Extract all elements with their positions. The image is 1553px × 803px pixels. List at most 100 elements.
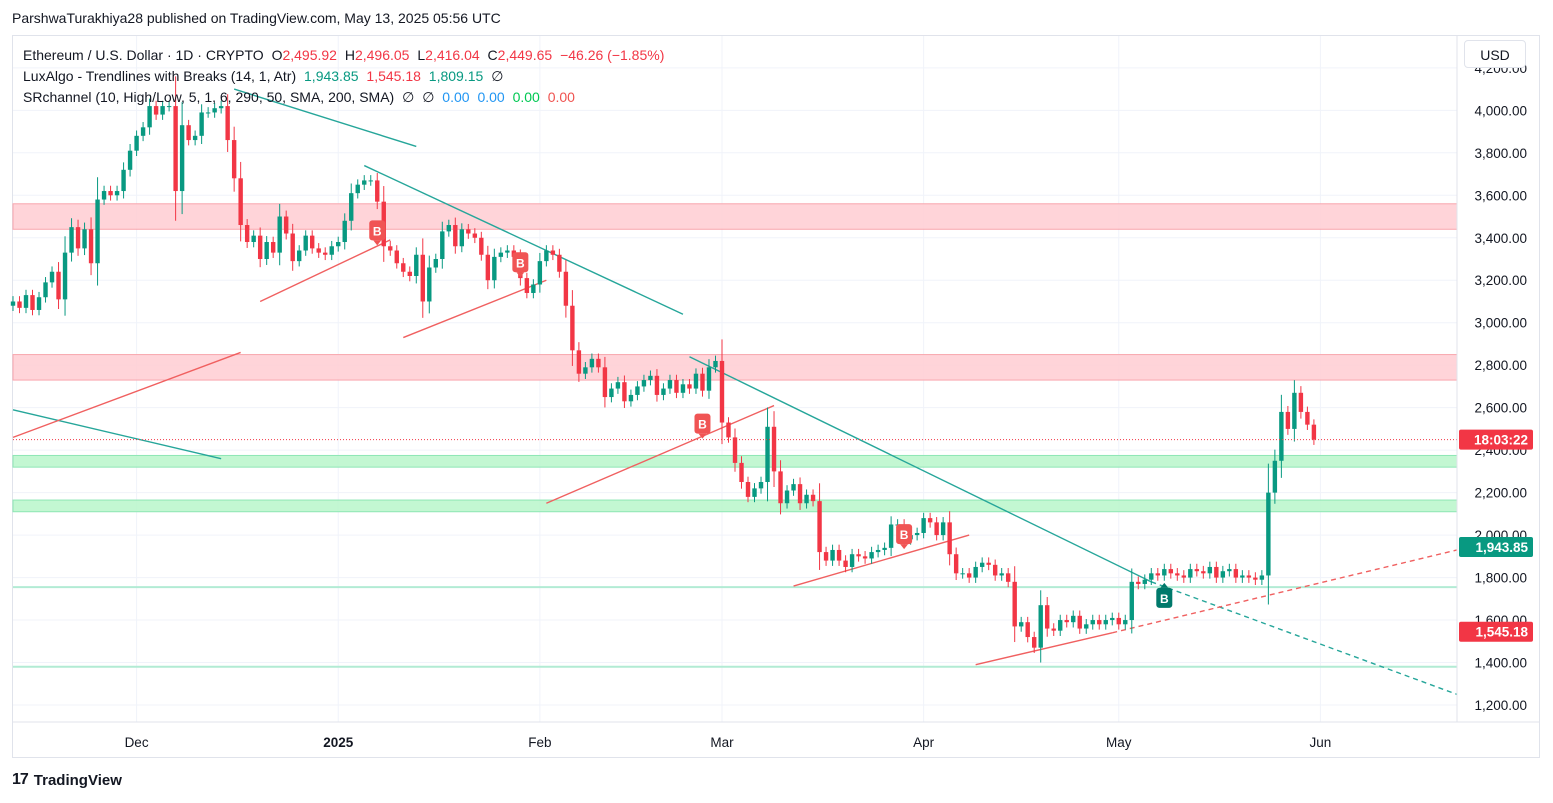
candle-body (979, 562, 985, 567)
candle-body (166, 106, 172, 108)
low-value: 2,416.04 (425, 47, 480, 63)
candle-body (75, 227, 81, 249)
candle-body (251, 235, 256, 243)
candle-body (1188, 569, 1193, 578)
candle-body (817, 501, 822, 553)
trendline-up (546, 404, 775, 504)
time-axis-label: 2025 (323, 735, 354, 750)
candle-body (485, 254, 491, 281)
candle-body (544, 250, 549, 262)
candle-body (1240, 575, 1245, 578)
breakout-marker[interactable]: B (694, 413, 711, 439)
candle-body (726, 422, 731, 438)
breakout-marker-label: B (373, 224, 382, 238)
breakout-marker-label: B (900, 528, 909, 542)
candle-body (953, 554, 959, 574)
breakout-marker[interactable]: B (1156, 582, 1173, 608)
breakout-marker[interactable]: B (369, 220, 386, 246)
candle-body (966, 573, 972, 578)
candle-body (589, 358, 595, 368)
candle-body (492, 256, 497, 281)
candle-body (310, 235, 315, 249)
price-axis-label: 2,600.00 (1474, 401, 1527, 416)
candle-body (290, 233, 295, 262)
breakout-marker-box (896, 524, 913, 545)
candle-body (244, 225, 250, 243)
candle-body (1149, 573, 1154, 580)
candle-body (186, 125, 191, 141)
price-tag-label: 1,943.85 (1475, 540, 1528, 555)
tradingview-logo[interactable]: 17 TradingView (12, 771, 122, 789)
candle-body (218, 106, 224, 109)
candle-body (62, 252, 68, 300)
breakout-marker-pointer (373, 240, 382, 246)
resistance-zone (12, 203, 1458, 230)
breakout-marker-label: B (1160, 592, 1169, 606)
candle-body (296, 250, 302, 262)
candle-body (1266, 492, 1271, 576)
candle-body (179, 125, 185, 192)
price-tag-label: 1,545.18 (1475, 625, 1528, 640)
candle-body (1311, 424, 1317, 440)
candle-body (1045, 605, 1050, 629)
currency-button[interactable]: USD (1464, 40, 1526, 68)
candle-body (23, 295, 29, 308)
candle-body (264, 242, 269, 260)
candle-body (648, 375, 653, 381)
time-axis-label: Dec (125, 735, 149, 750)
trendline-up (403, 279, 547, 339)
candle-body (160, 106, 165, 115)
candle-body (205, 112, 211, 114)
candle-body (323, 252, 328, 255)
candle-body (700, 373, 705, 391)
candle-body (505, 250, 510, 253)
luxalgo-legend-row[interactable]: LuxAlgo - Trendlines with Breaks (14, 1,… (23, 66, 668, 87)
srchannel-legend-row[interactable]: SRchannel (10, High/Low, 5, 1, 6, 290, 5… (23, 87, 668, 108)
breakout-marker[interactable]: B (896, 524, 913, 550)
candle-body (986, 562, 991, 565)
candle-body (732, 437, 738, 463)
candle-body (1090, 620, 1095, 625)
candle-body (238, 178, 243, 226)
candle-body (303, 235, 308, 251)
candle-body (43, 282, 48, 298)
luxalgo-value-4: ∅ (491, 68, 504, 84)
candle-body (82, 229, 87, 249)
price-axis-label: 1,400.00 (1474, 656, 1527, 671)
candle-body (1220, 571, 1226, 578)
candle-body (36, 297, 42, 310)
price-axis-label: 3,000.00 (1474, 316, 1527, 331)
low-label: L (417, 47, 426, 63)
breakout-marker[interactable]: B (512, 252, 529, 278)
candle-body (557, 254, 562, 272)
candle-body (342, 220, 347, 243)
price-axis-label: 3,600.00 (1474, 188, 1527, 203)
candle-body (199, 112, 204, 136)
candle-body (1129, 581, 1134, 621)
candle-body (459, 229, 465, 247)
candle-body (1201, 571, 1206, 574)
candle-body (88, 229, 94, 264)
candle-body (453, 225, 458, 247)
candle-body (596, 358, 601, 368)
candle-body (960, 573, 965, 575)
high-value: 2,496.05 (354, 47, 410, 63)
candle-body (440, 231, 445, 260)
symbol-legend-row[interactable]: Ethereum / U.S. Dollar · 1D · CRYPTO O2,… (23, 45, 668, 66)
candle-body (1038, 605, 1043, 648)
breakout-marker-pointer (900, 544, 909, 550)
open-label: O (271, 47, 283, 63)
candle-body (401, 263, 406, 272)
candle-body (257, 235, 263, 260)
price-axis-label: 2,800.00 (1474, 358, 1527, 373)
candle-body (277, 216, 282, 253)
candle-body (446, 225, 452, 232)
candle-body (140, 127, 146, 136)
candle-body (362, 180, 367, 185)
candle-body (635, 386, 640, 395)
candle-body (739, 462, 744, 483)
candle-body (121, 169, 126, 192)
candle-body (745, 482, 751, 497)
candle-body (375, 180, 380, 202)
